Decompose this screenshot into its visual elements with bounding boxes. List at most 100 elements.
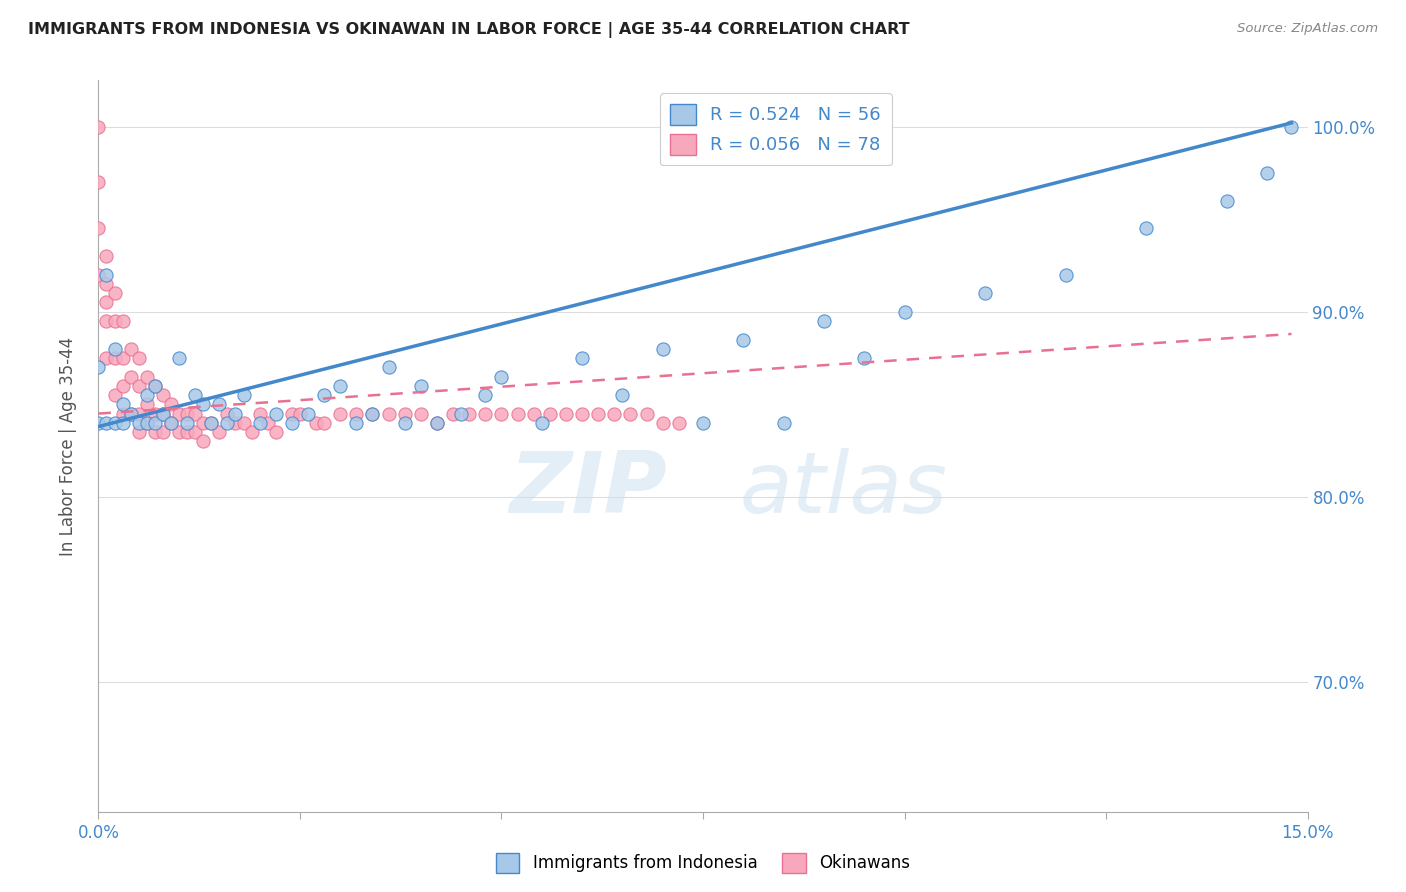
Point: [184, 388, 207, 402]
Point: [224, 407, 246, 421]
Point: [176, 425, 198, 439]
Point: [893, 304, 915, 318]
Point: [232, 388, 254, 402]
Point: [193, 397, 215, 411]
Point: [193, 434, 215, 449]
Point: [305, 416, 328, 430]
Point: [128, 379, 150, 393]
Text: atlas: atlas: [740, 449, 948, 532]
Text: Source: ZipAtlas.com: Source: ZipAtlas.com: [1237, 22, 1378, 36]
Point: [426, 416, 449, 430]
Point: [249, 407, 271, 421]
Text: ZIP: ZIP: [509, 449, 666, 532]
Point: [329, 379, 352, 393]
Point: [240, 425, 263, 439]
Point: [120, 369, 142, 384]
Point: [111, 351, 134, 365]
Point: [87, 360, 110, 375]
Point: [474, 388, 496, 402]
Point: [120, 407, 142, 421]
Point: [232, 416, 254, 430]
Point: [586, 407, 609, 421]
Point: [128, 416, 150, 430]
Point: [120, 342, 142, 356]
Point: [314, 416, 336, 430]
Point: [281, 416, 304, 430]
Point: [87, 221, 110, 235]
Point: [160, 397, 183, 411]
Point: [128, 425, 150, 439]
Point: [256, 416, 278, 430]
Point: [200, 416, 222, 430]
Point: [619, 407, 641, 421]
Point: [636, 407, 658, 421]
Point: [135, 388, 157, 402]
Point: [361, 407, 384, 421]
Point: [344, 407, 367, 421]
Point: [152, 407, 174, 421]
Point: [87, 175, 110, 189]
Point: [96, 351, 118, 365]
Point: [297, 407, 319, 421]
Point: [87, 268, 110, 282]
Point: [772, 416, 794, 430]
Point: [344, 416, 367, 430]
Point: [208, 425, 231, 439]
Point: [571, 407, 593, 421]
Point: [409, 379, 432, 393]
Point: [111, 416, 134, 430]
Point: [184, 407, 207, 421]
Point: [394, 416, 416, 430]
Point: [651, 342, 673, 356]
Point: [152, 388, 174, 402]
Point: [394, 407, 416, 421]
Point: [135, 416, 157, 430]
Point: [103, 286, 125, 301]
Point: [128, 407, 150, 421]
Point: [143, 416, 166, 430]
Point: [450, 407, 472, 421]
Point: [135, 416, 157, 430]
Point: [111, 379, 134, 393]
Point: [692, 416, 714, 430]
Point: [571, 351, 593, 365]
Point: [506, 407, 529, 421]
Point: [128, 351, 150, 365]
Point: [96, 314, 118, 328]
Point: [555, 407, 578, 421]
Point: [603, 407, 626, 421]
Point: [111, 397, 134, 411]
Point: [176, 407, 198, 421]
Point: [733, 333, 755, 347]
Point: [143, 407, 166, 421]
Point: [96, 277, 118, 291]
Point: [853, 351, 876, 365]
Point: [538, 407, 561, 421]
Point: [103, 351, 125, 365]
Point: [217, 416, 239, 430]
Text: IMMIGRANTS FROM INDONESIA VS OKINAWAN IN LABOR FORCE | AGE 35-44 CORRELATION CHA: IMMIGRANTS FROM INDONESIA VS OKINAWAN IN…: [28, 22, 910, 38]
Point: [1216, 194, 1239, 208]
Point: [143, 379, 166, 393]
Point: [111, 407, 134, 421]
Point: [224, 416, 246, 430]
Legend: R = 0.524   N = 56, R = 0.056   N = 78: R = 0.524 N = 56, R = 0.056 N = 78: [659, 93, 891, 165]
Point: [135, 397, 157, 411]
Point: [152, 407, 174, 421]
Point: [120, 407, 142, 421]
Point: [167, 407, 190, 421]
Point: [813, 314, 835, 328]
Point: [361, 407, 384, 421]
Point: [249, 416, 271, 430]
Point: [96, 295, 118, 310]
Point: [530, 416, 553, 430]
Point: [458, 407, 481, 421]
Point: [264, 407, 287, 421]
Point: [103, 342, 125, 356]
Legend: Immigrants from Indonesia, Okinawans: Immigrants from Indonesia, Okinawans: [489, 847, 917, 880]
Point: [441, 407, 464, 421]
Point: [96, 268, 118, 282]
Point: [668, 416, 690, 430]
Point: [1054, 268, 1077, 282]
Point: [96, 416, 118, 430]
